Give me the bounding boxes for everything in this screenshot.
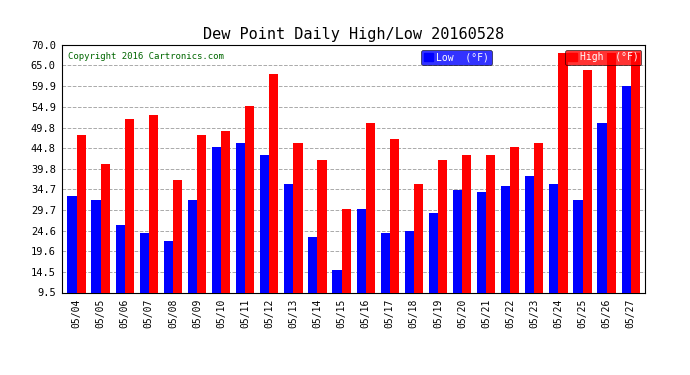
Bar (381, 233, 390, 292)
Legend: High  (°F): High (°F) (565, 50, 642, 65)
Bar (510, 147, 520, 292)
Bar (92, 201, 101, 292)
Bar (549, 184, 558, 292)
Bar (293, 143, 302, 292)
Bar (173, 180, 182, 292)
Bar (357, 209, 366, 292)
Bar (68, 196, 77, 292)
Bar (342, 209, 351, 292)
Bar (622, 86, 631, 292)
Bar (269, 74, 279, 292)
Bar (607, 53, 615, 292)
Bar (598, 123, 607, 292)
Bar (390, 139, 399, 292)
Bar (366, 123, 375, 292)
Bar (486, 156, 495, 292)
Bar (558, 53, 568, 292)
Bar (501, 186, 510, 292)
Bar (428, 213, 438, 292)
Bar (197, 135, 206, 292)
Bar (77, 135, 86, 292)
Bar (116, 225, 125, 292)
Bar (101, 164, 110, 292)
Bar (582, 69, 591, 292)
Bar (333, 270, 342, 292)
Bar (573, 201, 582, 292)
Bar (453, 190, 462, 292)
Bar (534, 143, 544, 292)
Bar (462, 156, 471, 292)
Bar (245, 106, 255, 292)
Title: Dew Point Daily High/Low 20160528: Dew Point Daily High/Low 20160528 (203, 27, 504, 42)
Bar (139, 233, 149, 292)
Bar (477, 192, 486, 292)
Bar (308, 237, 317, 292)
Bar (317, 159, 326, 292)
Bar (438, 159, 447, 292)
Bar (221, 131, 230, 292)
Bar (405, 231, 414, 292)
Bar (631, 53, 640, 292)
Bar (125, 118, 134, 292)
Bar (212, 147, 221, 292)
Bar (284, 184, 293, 292)
Bar (236, 143, 245, 292)
Bar (188, 201, 197, 292)
Bar (149, 114, 158, 292)
Bar (164, 242, 173, 292)
Text: Copyright 2016 Cartronics.com: Copyright 2016 Cartronics.com (68, 53, 224, 62)
Bar (525, 176, 534, 292)
Bar (260, 156, 269, 292)
Bar (414, 184, 423, 292)
